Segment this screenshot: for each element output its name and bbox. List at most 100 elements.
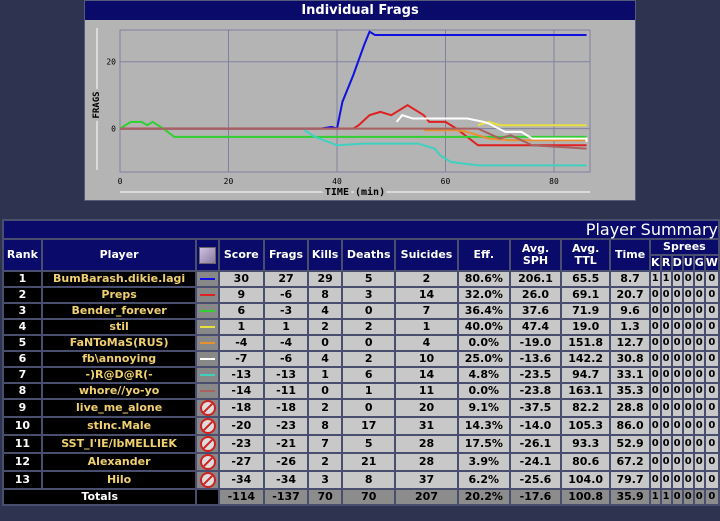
spree-cell: 0 — [659, 416, 673, 436]
spree-cell: 0 — [670, 452, 684, 472]
player-row: 12 Alexander -27 -26 2 21 28 3.9% -24.1 80.6 67.2 0… — [2, 452, 720, 472]
spree-cell: 0 — [692, 270, 706, 288]
spree-cell: 0 — [703, 286, 720, 304]
spree-cell: 0 — [692, 366, 706, 384]
stat-cell: 9.6 — [609, 302, 651, 320]
total-cell: -114 — [217, 488, 265, 506]
player-row: 13 Hilo -34 -34 3 8 37 6.2% -25.6 104.0 79.7 0 0 0 0 0 0 — [2, 470, 720, 490]
player-color-cell — [195, 318, 220, 336]
stat-cell: 9 — [217, 286, 265, 304]
spree-cell: 0 — [692, 452, 706, 472]
stat-cell: 12.7 — [609, 334, 651, 352]
graph-icon — [199, 246, 217, 264]
spree-cell: 0 — [659, 434, 673, 454]
header-eff-: Eff. — [456, 238, 512, 272]
stat-cell: -27 — [217, 452, 265, 472]
line-color-swatch — [200, 390, 216, 392]
stat-cell: 1 — [341, 382, 397, 400]
stat-cell: 7 — [307, 434, 344, 454]
chart-title: Individual Frags — [85, 1, 635, 20]
spree-cell: 0 — [681, 318, 695, 336]
spree-cell: 0 — [659, 366, 673, 384]
stat-cell: -4 — [262, 334, 310, 352]
y-tick-label: 20 — [106, 58, 116, 67]
spree-cell: 0 — [681, 270, 695, 288]
spree-total-cell: 1 — [659, 488, 673, 506]
player-row: 11 SST_I'IE/lbMELLIEK -23 -21 7 5 28 17.5% -26.1… — [2, 434, 720, 454]
stat-cell: 40.0% — [456, 318, 512, 336]
stat-cell: -19.0 — [509, 334, 562, 352]
spree-cell: 0 — [692, 318, 706, 336]
stat-cell: 1.3 — [609, 318, 651, 336]
spree-cell: 0 — [670, 350, 684, 368]
rank-cell: 11 — [2, 434, 43, 454]
stat-cell: 32.0% — [456, 286, 512, 304]
spree-cell: 0 — [670, 318, 684, 336]
player-color-cell — [195, 334, 220, 352]
rank-cell: 4 — [2, 318, 43, 336]
stat-cell: 0 — [307, 334, 344, 352]
player-name: Preps — [40, 286, 198, 304]
spree-cell: 0 — [681, 334, 695, 352]
spree-cell: 0 — [648, 302, 662, 320]
stat-cell: 104.0 — [559, 470, 612, 490]
stat-cell: 67.2 — [609, 452, 651, 472]
stat-cell: 35.3 — [609, 382, 651, 400]
stat-cell: 82.2 — [559, 398, 612, 418]
spree-cell: 0 — [659, 382, 673, 400]
spree-cell: 0 — [670, 366, 684, 384]
stat-cell: 20.7 — [609, 286, 651, 304]
spree-cell: 0 — [681, 470, 695, 490]
stat-cell: 47.4 — [509, 318, 562, 336]
spree-cell: 0 — [703, 350, 720, 368]
spree-cell: 0 — [670, 398, 684, 418]
player-row: 8 whore//yo-yo -14 -11 0 1 11 0.0% -23.8 163.1 35.… — [2, 382, 720, 400]
spree-cell: 0 — [659, 452, 673, 472]
stat-cell: 142.2 — [559, 350, 612, 368]
stat-cell: -23 — [217, 434, 265, 454]
stat-cell: 1 — [307, 366, 344, 384]
spree-total-cell: 0 — [681, 488, 695, 506]
x-tick-label: 20 — [224, 177, 234, 186]
spree-cell: 0 — [692, 286, 706, 304]
stat-cell: 27 — [262, 270, 310, 288]
totals-label: Totals — [1, 488, 198, 506]
total-cell: -137 — [262, 488, 310, 506]
stat-cell: 1 — [394, 318, 459, 336]
spree-cell: 0 — [681, 366, 695, 384]
spree-cell: 0 — [659, 302, 673, 320]
stat-cell: 69.1 — [559, 286, 612, 304]
x-tick-label: 80 — [549, 177, 559, 186]
total-cell: 20.2% — [456, 488, 512, 506]
spree-cell: 0 — [692, 350, 706, 368]
spree-cell: 0 — [703, 452, 720, 472]
stat-cell: 2 — [307, 452, 344, 472]
spree-total-cell: 0 — [692, 488, 706, 506]
stat-cell: 33.1 — [609, 366, 651, 384]
header-spree-r: R — [659, 254, 673, 272]
spree-cell: 0 — [670, 334, 684, 352]
frags-chart-panel: Individual Frags 0 20 40 60 80 0 20 TIME (min) F… — [84, 0, 636, 201]
player-row: 6 fb\annoying -7 -6 4 2 10 25.0% -13.6 142.2 30.8 0… — [2, 350, 720, 368]
rank-cell: 7 — [2, 366, 43, 384]
spree-cell: 0 — [692, 470, 706, 490]
stat-cell: -20 — [217, 416, 265, 436]
stat-cell: 93.3 — [559, 434, 612, 454]
line-color-swatch — [200, 326, 216, 328]
series-line — [477, 120, 587, 127]
spree-cell: 0 — [659, 318, 673, 336]
player-row: 4 stil 1 1 2 2 1 40.0% 47.4 19.0 1.3 0 0 0 0 0 0 — [2, 318, 720, 336]
stat-cell: 17.5% — [456, 434, 512, 454]
spree-cell: 0 — [681, 434, 695, 454]
stat-cell: 2 — [394, 270, 459, 288]
stat-cell: 5 — [341, 434, 397, 454]
stat-cell: 6.2% — [456, 470, 512, 490]
player-row: 9 live_me_alone -18 -18 2 0 20 9.1% -37.5 82.2 28.… — [2, 398, 720, 418]
stat-cell: -14.0 — [509, 416, 562, 436]
totals-blank — [195, 488, 220, 506]
rank-cell: 12 — [2, 452, 43, 472]
player-name: Alexander — [40, 452, 198, 472]
stat-cell: 9.1% — [456, 398, 512, 418]
header-spree-k: K — [648, 254, 662, 272]
rank-cell: 1 — [2, 270, 43, 288]
